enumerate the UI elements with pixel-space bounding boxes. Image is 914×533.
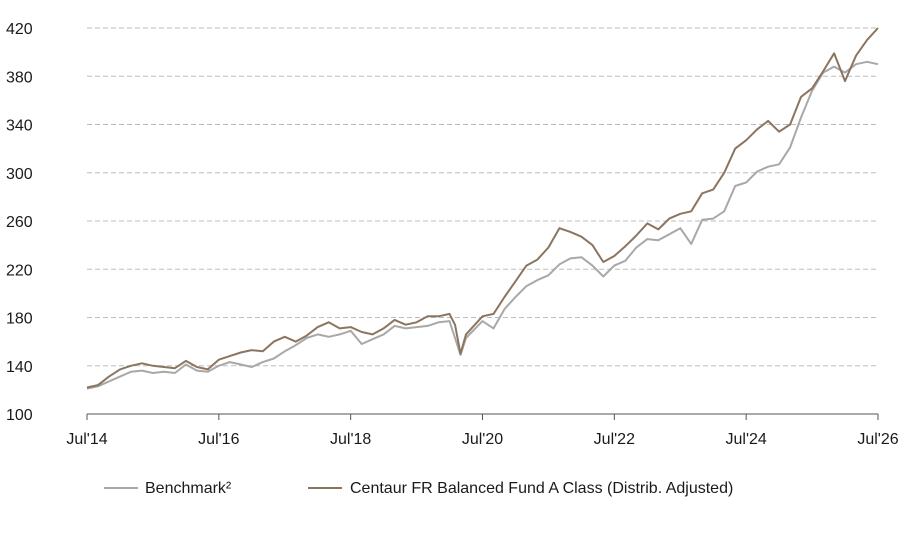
y-tick-label: 100 <box>6 407 33 424</box>
y-tick-label: 300 <box>6 166 33 183</box>
axes: 100 140 180 220 260 300 340 380 420 Jul'14 Jul'16 J… <box>6 21 899 448</box>
y-tick-label: 420 <box>6 21 33 38</box>
x-tick-label: Jul'24 <box>726 431 767 448</box>
y-tick-label: 140 <box>6 359 33 376</box>
x-tick-label: Jul'18 <box>330 431 371 448</box>
legend: Benchmark² Centaur FR Balanced Fund A Cla… <box>104 480 733 497</box>
x-tick-label: Jul'20 <box>462 431 503 448</box>
x-tick-label: Jul'26 <box>857 431 898 448</box>
legend-label-1: Benchmark² <box>145 480 232 497</box>
y-tick-label: 260 <box>6 214 33 231</box>
grid-lines <box>87 27 878 367</box>
y-tick-label: 180 <box>6 311 33 328</box>
legend-label-2: Centaur FR Balanced Fund A Class (Distri… <box>350 480 733 497</box>
y-tick-label: 220 <box>6 262 33 279</box>
x-tick-label: Jul'16 <box>198 431 239 448</box>
series-lines <box>86 27 879 390</box>
series-line-1 <box>86 60 879 390</box>
x-tick-label: Jul'22 <box>594 431 635 448</box>
x-tick-label: Jul'14 <box>66 431 107 448</box>
y-tick-label: 380 <box>6 69 33 86</box>
y-tick-label: 340 <box>6 118 33 135</box>
series-line-2 <box>86 27 879 389</box>
